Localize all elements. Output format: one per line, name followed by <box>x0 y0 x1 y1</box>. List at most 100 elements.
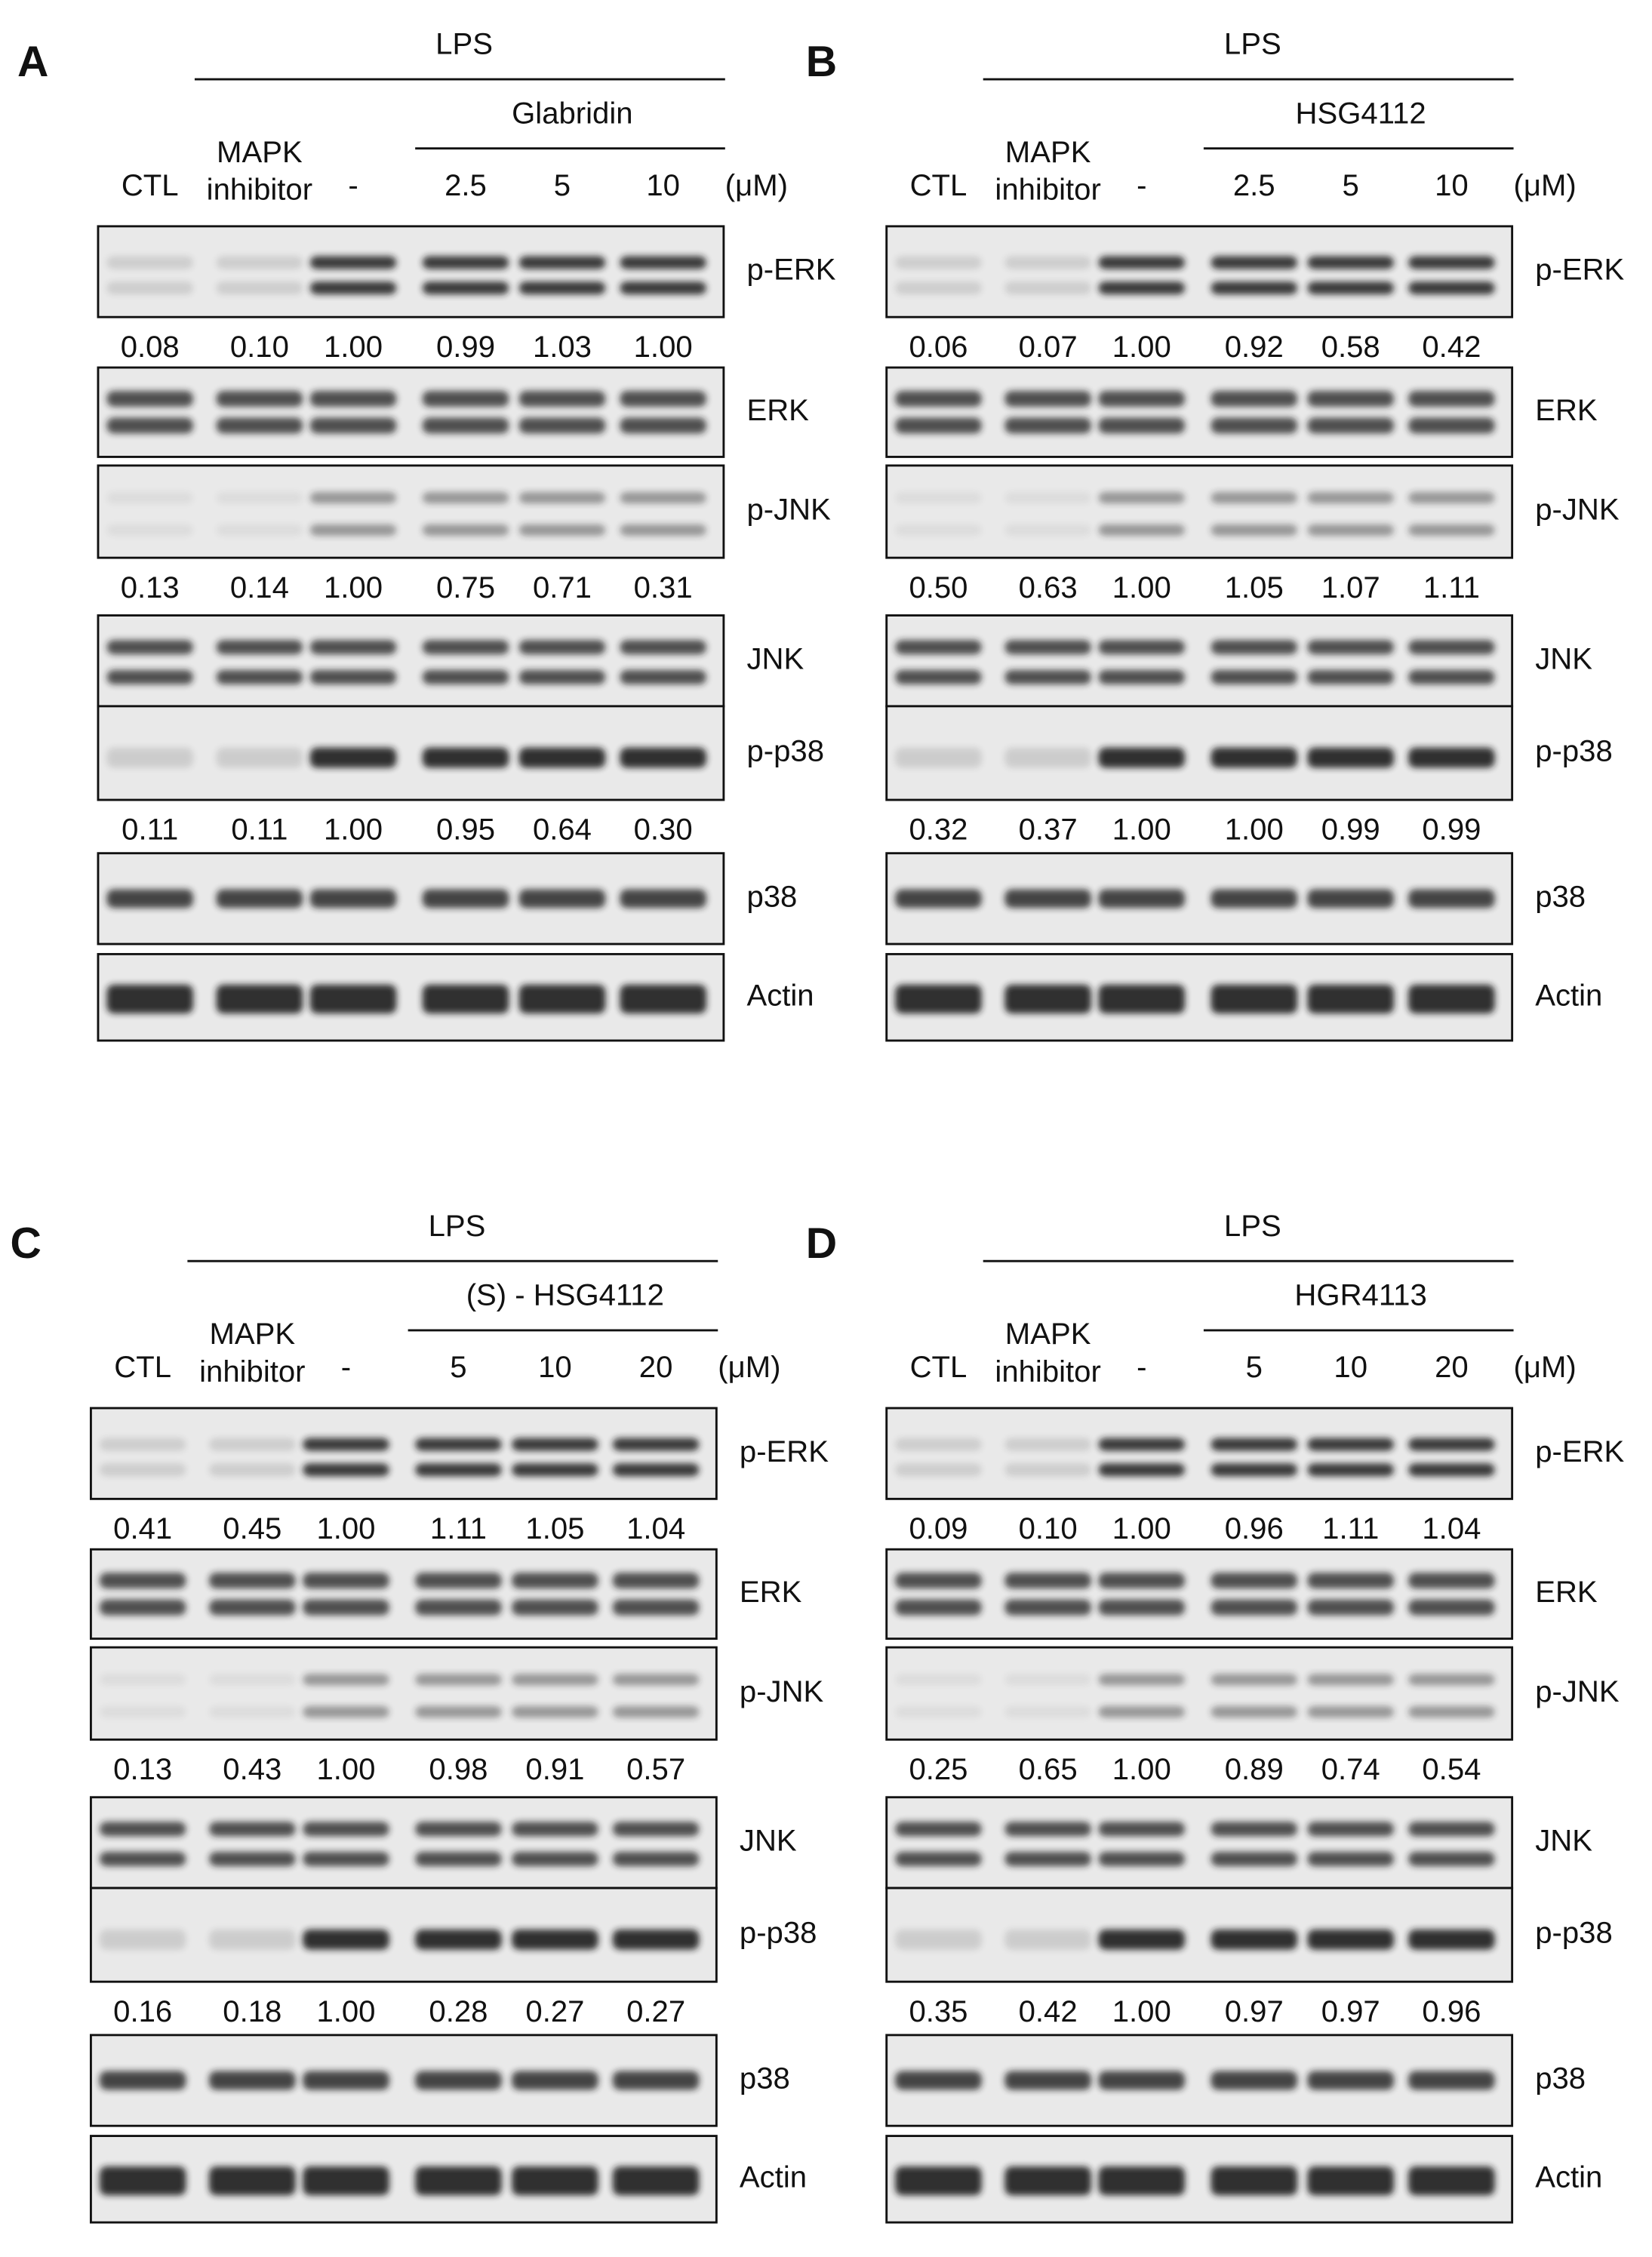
blot-background <box>885 366 1514 458</box>
band <box>512 1438 598 1451</box>
blot-background <box>885 1886 1514 1983</box>
blot-label: ERK <box>1535 1576 1598 1609</box>
quantification: 0.91 <box>525 1753 584 1786</box>
blot-background <box>97 705 725 801</box>
band <box>1211 669 1298 684</box>
band <box>612 1573 700 1589</box>
band <box>1408 1438 1495 1451</box>
quantification: 1.07 <box>1321 571 1380 604</box>
lane-label: - <box>341 1351 351 1384</box>
band <box>620 492 706 504</box>
band <box>1408 747 1495 768</box>
band <box>1307 1674 1395 1686</box>
band <box>518 281 606 295</box>
band <box>216 747 303 768</box>
band <box>303 1851 389 1867</box>
band <box>895 1573 982 1589</box>
quantification: 0.54 <box>1422 1753 1481 1786</box>
blot-background <box>89 1886 718 1983</box>
quantification: 1.00 <box>324 813 383 847</box>
band <box>1307 281 1395 295</box>
band <box>512 1706 598 1718</box>
band <box>303 1706 389 1718</box>
quantification: 0.63 <box>1019 571 1078 604</box>
band <box>303 1599 389 1616</box>
band <box>106 256 194 269</box>
band <box>415 2071 502 2090</box>
band <box>1408 1822 1495 1837</box>
blot-label: ERK <box>746 394 809 427</box>
blot-label: p-p38 <box>740 1917 817 1950</box>
band <box>422 390 509 407</box>
band <box>422 524 509 537</box>
band <box>1098 1822 1186 1837</box>
blot-label: p-ERK <box>740 1435 829 1468</box>
quantification: 0.75 <box>436 571 495 604</box>
band <box>512 1599 598 1616</box>
band <box>106 669 194 684</box>
band <box>1408 640 1495 655</box>
band <box>209 2166 296 2196</box>
band <box>895 1438 982 1451</box>
band <box>415 1822 502 1837</box>
band <box>99 1822 186 1837</box>
band <box>1307 669 1395 684</box>
lane-label: 10 <box>646 169 680 202</box>
band <box>1004 256 1091 269</box>
band <box>1004 1929 1091 1950</box>
band <box>512 2071 598 2090</box>
band <box>1211 281 1298 295</box>
lane-label: CTL <box>114 1351 171 1384</box>
lane-label: MAPK <box>217 136 303 169</box>
band <box>415 1599 502 1616</box>
band <box>1004 1463 1091 1477</box>
lane-label: inhibitor <box>995 1355 1100 1388</box>
blot-label: p-p38 <box>1535 735 1613 768</box>
band <box>209 1599 296 1616</box>
band <box>895 492 982 504</box>
unit-label: (μM) <box>1514 1351 1577 1384</box>
band <box>612 1438 700 1451</box>
blot-background <box>97 464 725 559</box>
quantification: 0.10 <box>1019 1512 1078 1545</box>
band <box>303 2071 389 2090</box>
quantification: 1.00 <box>1112 1995 1171 2028</box>
band <box>415 1929 502 1950</box>
band <box>415 1674 502 1686</box>
band <box>309 492 397 504</box>
panel: B LPS HSG4112 CTL MAPK inhibitor - 2.5 5 10 (μM) p-… <box>806 28 1625 1042</box>
band <box>612 1929 700 1950</box>
blot-label: p-JNK <box>740 1675 824 1708</box>
band <box>1408 390 1495 407</box>
band <box>1307 1438 1395 1451</box>
band <box>422 640 509 655</box>
lane-label: 5 <box>1246 1351 1263 1384</box>
band <box>216 889 303 909</box>
blot-background <box>97 614 725 708</box>
lane-label: - <box>348 169 358 202</box>
quantification: 0.50 <box>909 571 968 604</box>
blot-background <box>885 225 1514 318</box>
band <box>106 984 194 1014</box>
quantification: 0.57 <box>626 1753 685 1786</box>
band <box>620 281 706 295</box>
band <box>1408 281 1495 295</box>
band <box>620 390 706 407</box>
band <box>106 417 194 434</box>
band <box>612 1851 700 1867</box>
band <box>1098 256 1186 269</box>
quantification: 0.31 <box>634 571 693 604</box>
band <box>895 281 982 295</box>
blot-background <box>885 705 1514 801</box>
band <box>620 984 706 1014</box>
band <box>518 640 606 655</box>
lane-label: 5 <box>450 1351 466 1384</box>
quantification: 0.13 <box>121 571 180 604</box>
quantification: 0.16 <box>113 1995 172 2028</box>
band <box>1211 492 1298 504</box>
band <box>309 640 397 655</box>
band <box>895 889 982 909</box>
quantification: 0.13 <box>113 1753 172 1786</box>
quantification: 0.37 <box>1019 813 1078 847</box>
